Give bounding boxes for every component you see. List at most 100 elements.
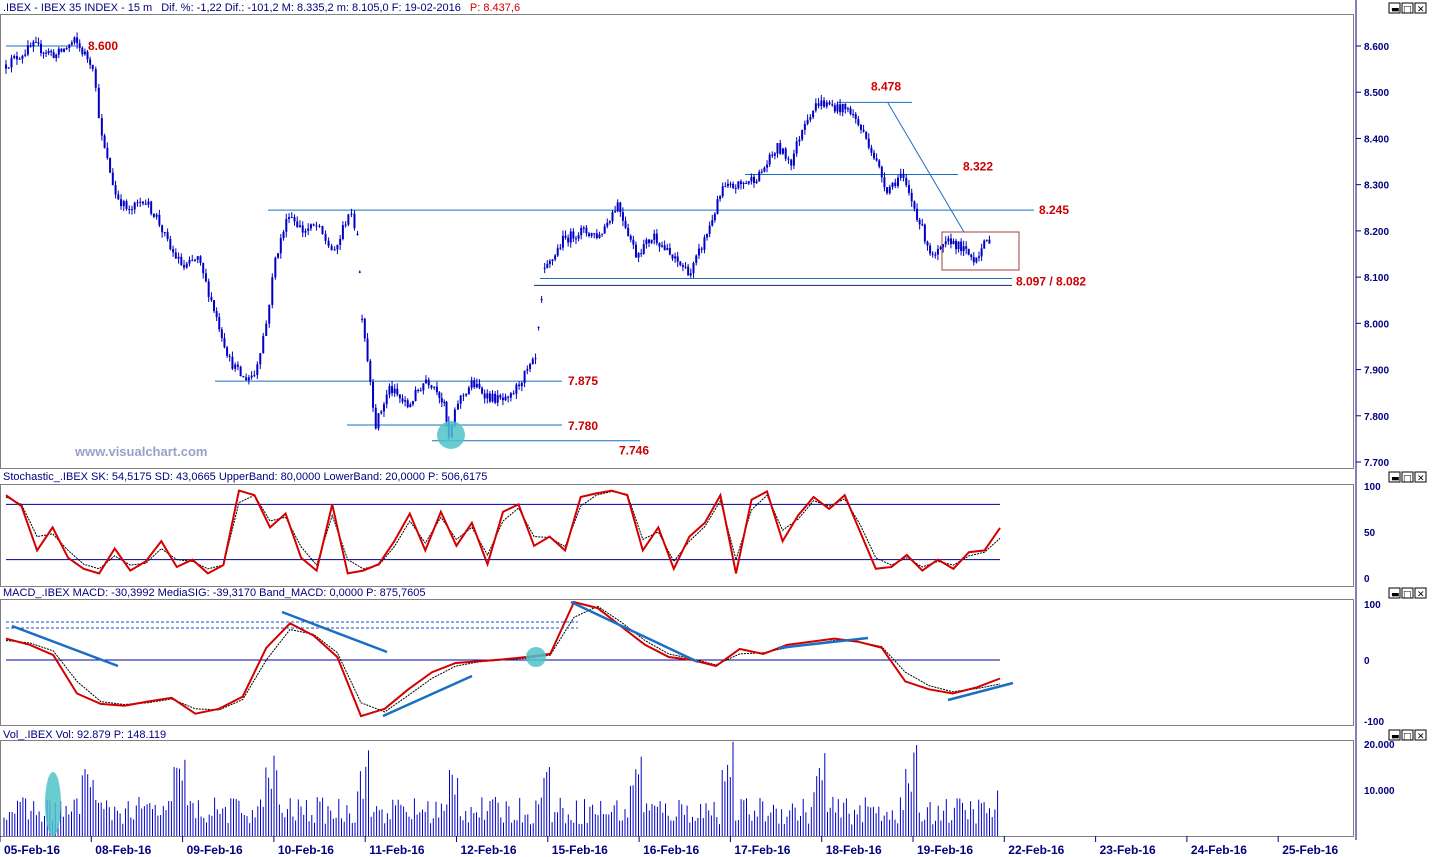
price-candle-body [910, 192, 913, 202]
vol-minimize-button[interactable] [1388, 729, 1401, 741]
price-candle-body [117, 194, 120, 200]
price-maximize-button[interactable] [1401, 2, 1414, 14]
price-candle-body [703, 237, 706, 250]
price-candle-body [380, 411, 383, 414]
price-candle-body [792, 153, 795, 166]
price-candle-body [817, 103, 820, 107]
price-candle-body [967, 248, 970, 255]
price-candle-body [975, 257, 978, 263]
price-candle-body [611, 212, 614, 222]
price-candle-body [309, 224, 312, 229]
macd-close-button[interactable] [1414, 587, 1427, 599]
stoch-close-button[interactable] [1414, 471, 1427, 483]
price-candle-body [435, 386, 438, 393]
price-candle-body [706, 233, 709, 238]
price-candle-body [60, 48, 63, 52]
consolidation-box [941, 231, 1020, 271]
macd-maximize-button[interactable] [1401, 587, 1414, 599]
macd-line [5, 600, 1001, 718]
price-candle-body [543, 267, 546, 269]
price-candle-body [923, 224, 926, 242]
price-header-p: P: 8.437,6 [470, 2, 520, 14]
price-tick-label: 7.800 [1364, 412, 1389, 423]
price-candle-body [760, 171, 763, 173]
price-candle-body [888, 186, 891, 194]
price-candle-body [406, 400, 409, 408]
price-candle-body [417, 389, 420, 391]
price-candle-body [844, 103, 847, 110]
price-candle-body [952, 240, 955, 245]
price-candle-body [537, 326, 540, 328]
price-candle-body [629, 235, 632, 240]
price-header-symbol: .IBEX - IBEX 35 INDEX - 15 m [3, 2, 152, 14]
price-candle-body [577, 235, 580, 239]
vol-close-button[interactable] [1414, 729, 1427, 741]
price-candle-body [554, 255, 557, 260]
price-candle-body [239, 366, 242, 377]
price-candle-body [324, 233, 327, 241]
price-candle-body [130, 209, 133, 211]
price-close-button[interactable] [1414, 2, 1427, 14]
price-candle-body [637, 253, 640, 258]
price-candle-body [913, 201, 916, 209]
price-candle-body [177, 256, 180, 259]
price-candle-body [81, 47, 84, 55]
price-candle-body [94, 69, 97, 88]
price-candle-body [393, 388, 396, 394]
price-candle-body [163, 232, 166, 234]
price-candle-body [26, 45, 29, 55]
price-header-stats: Dif. %: -1,22 Dif.: -101,2 M: 8.335,2 m:… [161, 2, 461, 14]
price-candle-body [784, 148, 787, 159]
price-candle-body [739, 181, 742, 184]
price-candle-body [809, 117, 812, 120]
price-candle-body [781, 148, 784, 154]
price-candle-body [598, 234, 601, 239]
macd-header-text: MACD_.IBEX MACD: -30,3992 MediaSIG: -39,… [3, 587, 426, 599]
date-tick-label: 23-Feb-16 [1100, 843, 1156, 857]
price-minimize-button[interactable] [1388, 2, 1401, 14]
minimize-icon: ▬ [1391, 732, 1400, 742]
price-candle-body [445, 401, 448, 422]
date-tick-label: 05-Feb-16 [4, 843, 60, 857]
price-candle-body [679, 261, 682, 266]
price-candle-body [478, 383, 481, 388]
price-candle-body [507, 396, 510, 398]
price-candle-body [859, 124, 862, 130]
price-candle-body [288, 217, 291, 220]
price-candle-body [185, 263, 188, 268]
price-candle-body [372, 381, 375, 408]
price-candle-body [382, 404, 385, 412]
price-candle-body [109, 157, 112, 173]
date-tick-label: 22-Feb-16 [1008, 843, 1064, 857]
price-candle-body [419, 390, 422, 392]
price-candle-body [37, 42, 40, 44]
price-candle-body [218, 316, 221, 330]
price-candle-body [674, 256, 677, 259]
macd-minimize-button[interactable] [1388, 587, 1401, 599]
price-candle-body [806, 119, 809, 124]
vol-maximize-button[interactable] [1401, 729, 1414, 741]
price-candle-body [593, 233, 596, 235]
price-candle-body [414, 389, 417, 402]
price-candle-body [580, 227, 583, 236]
price-candle-body [595, 233, 598, 239]
annotations [6, 102, 1020, 836]
price-candle-body [551, 259, 554, 261]
macd-dotted-lines [6, 621, 578, 629]
price-pane-controls: ▬ □ ✕ [1388, 2, 1427, 15]
stoch-header-text: Stochastic_.IBEX SK: 54,5175 SD: 43,0665… [3, 471, 487, 483]
price-candle-body [894, 182, 897, 187]
price-candle-body [430, 385, 433, 388]
stoch-maximize-button[interactable] [1401, 471, 1414, 483]
price-candle-body [700, 248, 703, 250]
price-candle-body [353, 213, 356, 229]
price-candle-body [155, 214, 158, 217]
price-candle-body [658, 243, 661, 247]
price-candle-body [653, 233, 656, 240]
price-candle-body [572, 231, 575, 239]
price-candle-body [632, 239, 635, 245]
price-candle-body [453, 409, 456, 426]
stoch-minimize-button[interactable] [1388, 471, 1401, 483]
minimize-icon: ▬ [1391, 590, 1400, 600]
price-candle-body [849, 108, 852, 115]
